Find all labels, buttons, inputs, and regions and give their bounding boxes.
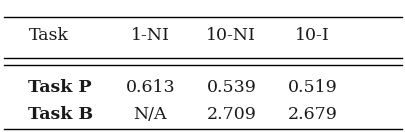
- Text: 2.709: 2.709: [206, 106, 256, 123]
- Text: Task B: Task B: [28, 106, 93, 123]
- Text: 10-NI: 10-NI: [206, 27, 256, 44]
- Text: 2.679: 2.679: [287, 106, 337, 123]
- Text: N/A: N/A: [133, 106, 166, 123]
- Text: 10-I: 10-I: [294, 27, 329, 44]
- Text: Task P: Task P: [28, 79, 92, 96]
- Text: Task: Task: [28, 27, 68, 44]
- Text: 0.539: 0.539: [206, 79, 256, 96]
- Text: 1-NI: 1-NI: [130, 27, 169, 44]
- Text: 0.519: 0.519: [287, 79, 337, 96]
- Text: 0.613: 0.613: [125, 79, 175, 96]
